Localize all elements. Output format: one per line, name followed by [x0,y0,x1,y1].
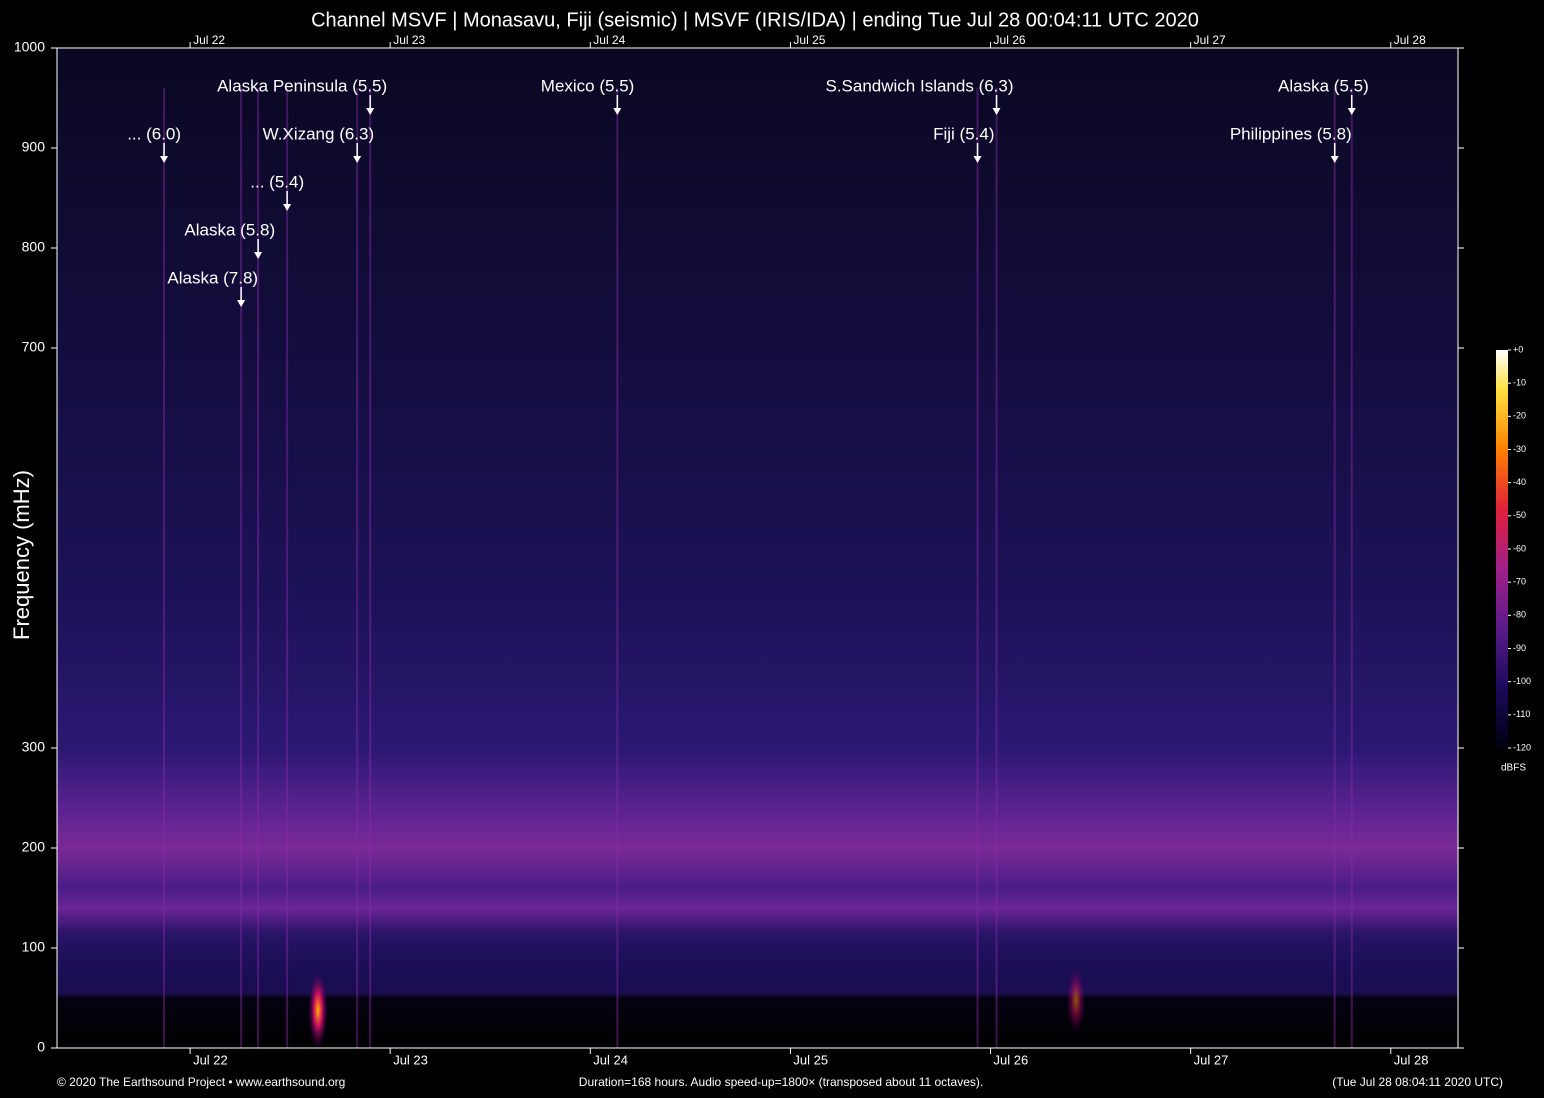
y-tick-label: 700 [22,339,46,355]
x-tick-label: Jul 23 [393,1052,428,1067]
y-tick-label: 100 [22,939,46,955]
x-tick-label-top: Jul 23 [393,33,425,47]
colorbar-tick-label: -50 [1513,510,1526,520]
x-tick-label: Jul 26 [994,1052,1029,1067]
colorbar [1496,350,1508,748]
y-tick-label: 300 [22,739,46,755]
x-tick-label: Jul 27 [1194,1052,1229,1067]
y-tick-label: 1000 [14,39,45,55]
y-tick-label: 200 [22,839,46,855]
footer-left: © 2020 The Earthsound Project • www.eart… [57,1075,345,1089]
annotation-label: Alaska (5.5) [1278,76,1369,95]
annotation-arrowhead [254,252,263,259]
x-tick-label-top: Jul 28 [1394,33,1426,47]
footer-center: Duration=168 hours. Audio speed-up=1800×… [579,1075,983,1089]
annotation-label: Mexico (5.5) [541,76,635,95]
annotation-arrowhead [973,156,982,163]
x-tick-label-top: Jul 24 [593,33,625,47]
annotation-arrowhead [1347,108,1356,115]
x-tick-label-top: Jul 26 [994,33,1026,47]
colorbar-tick-label: +0 [1513,344,1523,354]
streaks [163,88,1353,1048]
colorbar-tick-label: -90 [1513,643,1526,653]
annotation-label: W.Xizang (6.3) [263,124,375,143]
annotation-label: Alaska Peninsula (5.5) [217,76,387,95]
annotation-label: ... (5.4) [250,172,304,191]
chart-title: Channel MSVF | Monasavu, Fiji (seismic) … [311,9,1199,31]
x-tick-label-top: Jul 25 [793,33,825,47]
annotation-arrowhead [613,108,622,115]
colorbar-tick-label: -20 [1513,411,1526,421]
colorbar-tick-label: -120 [1513,742,1531,752]
annotation-arrowhead [283,204,292,211]
annotation-arrowhead [160,156,169,163]
annotation-arrowhead [366,108,375,115]
colorbar-tick-label: -10 [1513,378,1526,388]
colorbar-tick-label: -80 [1513,610,1526,620]
annotation-label: Alaska (7.8) [167,268,258,287]
annotation-arrowhead [1330,156,1339,163]
x-tick-label: Jul 25 [793,1052,828,1067]
y-axis-title: Frequency (mHz) [9,470,34,640]
y-tick-label: 800 [22,239,46,255]
colorbar-tick-label: -30 [1513,444,1526,454]
x-tick-label-top: Jul 22 [193,33,225,47]
annotation-arrowhead [237,300,246,307]
colorbar-tick-label: -100 [1513,676,1531,686]
signal-blob [308,970,328,1050]
annotation-arrowhead [353,156,362,163]
x-tick-label: Jul 22 [193,1052,228,1067]
x-tick-label-top: Jul 27 [1194,33,1226,47]
annotation-label: Philippines (5.8) [1230,124,1352,143]
annotation-label: Alaska (5.8) [184,220,275,239]
y-tick-label: 0 [37,1039,45,1055]
signal-blob [1066,965,1086,1035]
colorbar-label: dBFS [1501,763,1526,774]
x-tick-label: Jul 28 [1394,1052,1429,1067]
colorbar-tick-label: -70 [1513,577,1526,587]
plot-frame [56,47,1459,1049]
annotation-label: Fiji (5.4) [933,124,994,143]
annotation-arrowhead [992,108,1001,115]
colorbar-tick-label: -110 [1513,709,1530,719]
spectrogram [57,48,1458,1048]
y-tick-label: 900 [22,139,46,155]
annotation-label: ... (6.0) [127,124,181,143]
x-tick-label: Jul 24 [593,1052,628,1067]
colorbar-tick-label: -40 [1513,477,1526,487]
footer-right: (Tue Jul 28 08:04:11 2020 UTC) [1332,1075,1503,1089]
annotation-label: S.Sandwich Islands (6.3) [825,76,1013,95]
colorbar-tick-label: -60 [1513,543,1526,553]
